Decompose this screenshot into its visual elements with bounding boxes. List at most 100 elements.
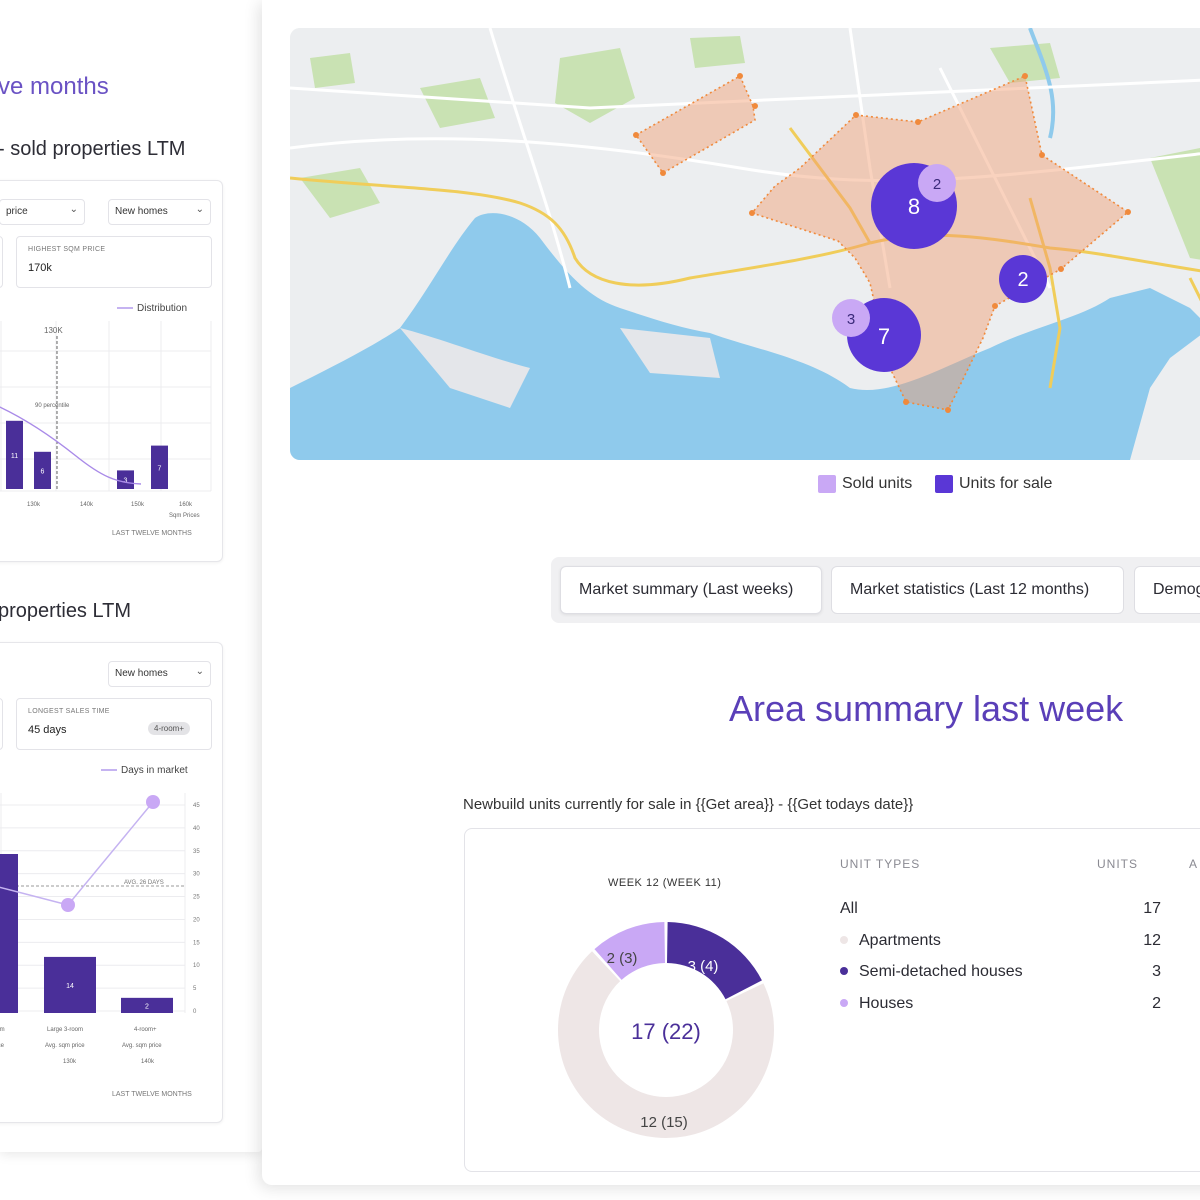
x-tick: 160k [179, 502, 193, 508]
area-polygon [634, 74, 756, 175]
y-tick: 20 [193, 917, 200, 923]
major-road [1028, 197, 1062, 389]
cluster-count: 2 [1017, 269, 1028, 291]
road [290, 137, 1200, 183]
donut-segment-houses[interactable] [594, 922, 665, 980]
polygon-vertices [633, 73, 1131, 413]
vertex [992, 303, 998, 309]
row-label-houses: Houses [840, 995, 913, 1013]
area-map[interactable]: 8 2 2 7 3 [290, 28, 1200, 460]
average-label: AVG. 26 DAYS [124, 880, 164, 886]
days-in-market-chart: 45 40 35 30 25 20 15 10 5 0 AVG. 26 DAYS 14 2 room… [0, 793, 200, 1063]
vertex [752, 103, 758, 109]
legend-line-icon [117, 307, 133, 310]
park-area [555, 48, 635, 123]
tab-market-summary[interactable]: Market summary (Last weeks) [560, 566, 822, 614]
x-tick: 150k [131, 502, 145, 508]
unit-types-donut-chart: 17 (22) 12 (15) 3 (4) 2 (3) [558, 922, 774, 1138]
major-road [290, 176, 871, 287]
tab-demographics[interactable]: Demog [1134, 566, 1200, 614]
cluster-sold-units[interactable] [918, 164, 956, 202]
row-label-semi-detached: Semi-detached houses [840, 963, 1023, 981]
houses-dot-icon [840, 998, 848, 1007]
park-area [420, 78, 495, 128]
tab-bar: Market summary (Last weeks) Market stati… [551, 557, 1200, 623]
donut-segment-semi-detached-houses[interactable] [667, 922, 762, 1000]
newbuild-subtitle: Newbuild units currently for sale in {{G… [463, 796, 914, 813]
park-area [1150, 148, 1200, 260]
x-label: room [0, 1027, 5, 1033]
vertex [915, 119, 921, 125]
chevron-down-icon: ⌄ [69, 204, 78, 215]
vertex [1022, 73, 1028, 79]
x-label: Large 3-room [47, 1027, 83, 1033]
units-for-sale-legend: Units for sale [959, 475, 1053, 492]
y-tick: 40 [193, 826, 200, 832]
home-type-dropdown[interactable]: New homes ⌄ [108, 199, 211, 225]
days-in-market-card: New homes ⌄ LONGEST SALES TIME 45 days 4-… [0, 642, 223, 1123]
x-tick: 140k [80, 502, 94, 508]
row-label-apartments: Apartments [840, 932, 941, 950]
bar-series: 11 6 3 7 [6, 420, 168, 489]
col-header-unit-types: UNIT TYPES [840, 857, 921, 871]
y-tick: 15 [193, 940, 200, 946]
donut-week-label: WEEK 12 (WEEK 11) [608, 877, 722, 889]
segment-label-apartments: 12 (15) [640, 1114, 688, 1131]
stat-box-partial [0, 236, 3, 288]
x-axis-unit: Sqm Prices [169, 513, 200, 519]
apartments-dot-icon [840, 935, 848, 944]
stat-label: HIGHEST SQM PRICE [28, 246, 106, 253]
stat-value: 170k [28, 262, 52, 274]
vertex [1125, 209, 1131, 215]
chart-footer: LAST TWELVE MONTHS [112, 1091, 192, 1098]
marker-label: 130K [44, 326, 63, 335]
col-header-units: UNITS [1097, 857, 1138, 871]
chevron-down-icon: ⌄ [195, 204, 204, 215]
semi-detached-dot-icon [840, 966, 848, 975]
units-for-sale-swatch [935, 475, 953, 493]
map-canvas: 8 2 2 7 3 [290, 28, 1200, 460]
road [848, 28, 892, 289]
legend-line-icon [101, 769, 117, 772]
major-roads [290, 127, 1200, 389]
tab-market-statistics[interactable]: Market statistics (Last 12 months) [831, 566, 1124, 614]
roads [290, 28, 1200, 289]
vertex [749, 210, 755, 216]
vertex [660, 170, 666, 176]
cluster-count: 2 [933, 176, 941, 193]
price-type-dropdown[interactable]: price ⌄ [0, 199, 85, 225]
donut-segment-apartments[interactable] [558, 951, 774, 1138]
segment-label-semi-detached: 3 (4) [688, 958, 719, 975]
y-tick: 45 [193, 803, 200, 809]
longest-sales-time-box: LONGEST SALES TIME 45 days 4-room+ [16, 698, 212, 750]
cluster-units-for-sale[interactable] [999, 255, 1047, 303]
park-area [990, 43, 1060, 83]
park-area [690, 36, 745, 68]
vertex [737, 73, 743, 79]
vertex [1039, 152, 1045, 158]
home-type-dropdown[interactable]: New homes ⌄ [108, 661, 211, 687]
percentile-label: 90 percentile [35, 403, 70, 409]
bar-value-label: 3 [124, 478, 128, 485]
cluster-count: 7 [878, 324, 890, 349]
cluster-sold-units[interactable] [832, 299, 870, 337]
y-tick: 0 [193, 1009, 197, 1015]
highest-sqm-price-box: HIGHEST SQM PRICE 170k [16, 236, 212, 288]
market-statistics-panel: ve months - sold properties LTM price ⌄ N… [0, 0, 262, 1152]
bar-value-label: 6 [41, 468, 45, 475]
river [1028, 28, 1056, 139]
area-overview-panel: 8 2 2 7 3 Sold units Units for sale Mark… [262, 0, 1200, 1185]
row-label-all: All [840, 900, 858, 917]
chart-legend: Distribution [117, 303, 187, 314]
x-label: Avg. sqm price [122, 1043, 162, 1049]
road [488, 28, 572, 289]
sold-units-swatch [818, 475, 836, 493]
harbour-water [290, 213, 1200, 460]
distribution-bar [6, 420, 23, 489]
stat-value: 45 days [28, 724, 67, 736]
room-type-badge: 4-room+ [148, 722, 191, 735]
row-units-all: 17 [1143, 900, 1161, 917]
peninsula [620, 328, 720, 378]
